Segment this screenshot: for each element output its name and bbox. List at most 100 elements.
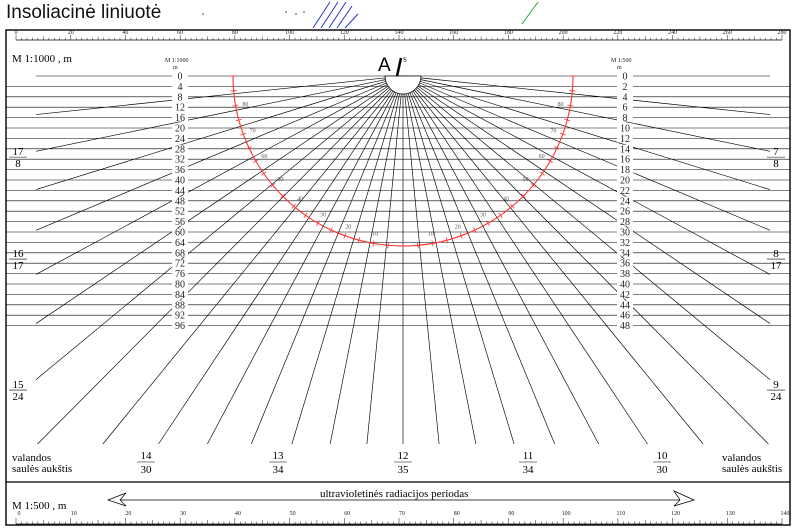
side-hour: 17 — [13, 146, 25, 158]
azimuth-label: 60 — [261, 154, 267, 160]
distance-value: 34 — [620, 248, 630, 259]
bottom-scale-tick-label: 50 — [290, 511, 296, 517]
sun-ray-line — [402, 75, 771, 231]
bottom-scale-tick-label: 30 — [180, 511, 186, 517]
azimuth-label: 70 — [250, 129, 256, 135]
right-column-unit: m — [617, 65, 622, 71]
distance-value: 8 — [178, 92, 183, 103]
bottom-hour: 14 — [141, 450, 153, 462]
azimuth-label: 40 — [297, 197, 303, 203]
azimuth-label: 30 — [480, 213, 486, 219]
left-column-scale: M 1:1000 — [165, 58, 189, 64]
azimuth-label: 10 — [428, 232, 434, 238]
value-label-bg — [172, 82, 188, 91]
sun-ray-line — [402, 75, 771, 275]
value-label-bg — [617, 82, 633, 91]
sun-ray-line — [35, 75, 404, 231]
top-scale-tick-label: 160 — [449, 30, 458, 36]
pivot-label: A — [378, 55, 391, 76]
azimuth-label: 80 — [242, 102, 248, 108]
doodle-stroke — [344, 13, 359, 29]
doodle-stroke — [328, 1, 347, 29]
azimuth-tick — [569, 90, 576, 92]
top-scale-label: M 1:1000 , m — [12, 53, 72, 65]
bottom-scale-tick-label: 60 — [344, 511, 350, 517]
distance-value: 76 — [175, 269, 185, 280]
sun-ray-line — [402, 75, 771, 324]
sun-ray-line — [35, 75, 404, 380]
distance-value: 24 — [175, 134, 185, 145]
value-label-bg — [617, 238, 633, 247]
distance-value: 10 — [620, 124, 630, 135]
distance-value: 88 — [175, 300, 185, 311]
azimuth-label: 20 — [345, 224, 351, 230]
distance-value: 84 — [175, 290, 185, 301]
bottom-left-label-hours: valandos — [12, 452, 51, 464]
distance-value: 44 — [620, 300, 630, 311]
azimuth-tick — [357, 237, 361, 244]
distance-value: 20 — [620, 176, 630, 187]
value-label-bg — [617, 113, 633, 122]
azimuth-tick — [235, 118, 242, 122]
distance-value: 44 — [175, 186, 185, 197]
value-label-bg — [172, 124, 188, 132]
azimuth-label: 50 — [523, 177, 529, 183]
distance-value: 40 — [175, 176, 185, 187]
north-arrow — [395, 57, 403, 77]
azimuth-label: 40 — [503, 197, 509, 203]
top-scale-tick-label: 60 — [177, 30, 183, 36]
bottom-hour: 13 — [273, 450, 285, 462]
azimuth-tick — [280, 193, 286, 199]
page-title: Insoliacinė liniuotė — [6, 2, 162, 23]
azimuth-tick — [343, 232, 347, 239]
side-minute: 8 — [15, 158, 21, 170]
bottom-right-label-altitude: saulės aukštis — [722, 463, 782, 475]
value-label-bg — [617, 259, 633, 268]
uv-period-label: ultravioletinės radiacijos periodas — [320, 488, 468, 500]
value-label-bg — [172, 113, 188, 122]
azimuth-tick — [303, 212, 308, 218]
value-label-bg — [172, 196, 188, 205]
value-label-bg — [617, 196, 633, 205]
distance-value: 12 — [175, 103, 185, 114]
distance-value: 96 — [175, 321, 185, 332]
bottom-minute: 30 — [141, 464, 153, 476]
distance-value: 68 — [175, 248, 185, 259]
distance-value: 14 — [620, 144, 630, 155]
azimuth-label: 70 — [550, 129, 556, 135]
ruler-frame — [5, 29, 791, 526]
distance-value: 4 — [178, 82, 183, 93]
top-scale-tick-label: 140 — [395, 30, 404, 36]
bottom-hour: 10 — [657, 450, 669, 462]
value-columns: 0481216202428323640444852566064687276808… — [172, 72, 633, 332]
value-label-bg — [172, 311, 188, 320]
value-label-bg — [617, 103, 633, 112]
top-scale-tick-label: 220 — [613, 30, 622, 36]
sun-ray-line — [402, 75, 555, 445]
azimuth-tick — [547, 159, 554, 163]
value-label-bg — [172, 228, 188, 236]
bottom-scale-tick-label: 80 — [454, 511, 460, 517]
azimuth-label: 80 — [558, 102, 564, 108]
value-label-bg — [617, 321, 633, 330]
value-label-bg — [172, 280, 188, 288]
side-minute: 8 — [773, 158, 779, 170]
value-label-bg — [617, 228, 633, 236]
azimuth-tick — [387, 242, 389, 249]
azimuth-tick — [567, 104, 574, 107]
azimuth-tick — [445, 237, 449, 244]
value-label-bg — [172, 134, 188, 143]
azimuth-tick — [564, 118, 571, 122]
distance-value: 48 — [175, 196, 185, 207]
bottom-left-label-altitude: saulės aukštis — [12, 463, 72, 475]
sun-ray-line — [402, 75, 440, 445]
value-label-bg — [617, 165, 633, 174]
distance-value: 6 — [623, 103, 628, 114]
value-label-bg — [172, 155, 188, 164]
value-label-bg — [617, 92, 633, 101]
bottom-minute: 30 — [657, 464, 669, 476]
azimuth-tick — [246, 146, 252, 150]
side-hour: 7 — [773, 146, 779, 158]
bottom-scale-tick-label: 0 — [18, 511, 21, 517]
